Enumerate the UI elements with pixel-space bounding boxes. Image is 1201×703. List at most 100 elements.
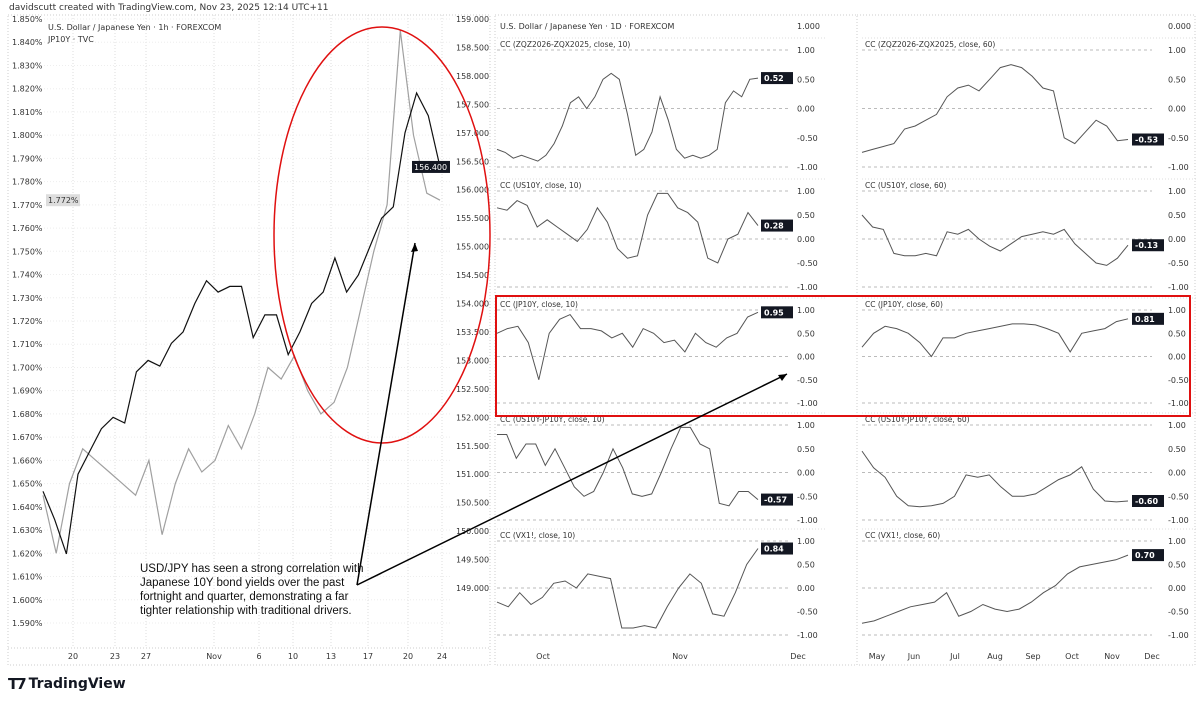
chart-credit: davidscutt created with TradingView.com,…: [9, 3, 329, 13]
last-value-badge: [1132, 549, 1164, 562]
arrow-to-panel: [356, 373, 788, 586]
y-tick-label: 1.00: [797, 46, 815, 55]
x-tick-label: Sep: [1025, 652, 1040, 661]
left-axis-tick: 1.590%: [12, 619, 43, 628]
y-tick-label: -1.00: [1168, 516, 1189, 525]
y-tick-label: 0.00: [1168, 584, 1186, 593]
left-axis-tick: 1.720%: [12, 317, 43, 326]
left-axis-tick: 1.800%: [12, 131, 43, 140]
x-tick-label: 10: [288, 652, 298, 661]
jp10y-last-value: 1.772%: [48, 196, 79, 205]
panel-title: CC (ZQZ2026-ZQX2025, close, 60): [865, 40, 995, 49]
right-axis-tick: 149.000: [456, 584, 489, 593]
y-tick-label: -0.50: [1168, 376, 1189, 385]
correlation-line: [496, 548, 759, 629]
x-tick-label: 23: [110, 652, 120, 661]
x-tick-label: 13: [326, 652, 336, 661]
y-tick-label: -1.00: [1168, 399, 1189, 408]
panel-title: CC (ZQZ2026-ZQX2025, close, 10): [500, 40, 630, 49]
left-pane-border: [7, 14, 491, 666]
left-axis-tick: 1.600%: [12, 596, 43, 605]
right-axis-tick: 149.500: [456, 556, 489, 565]
y-tick-label: -0.50: [797, 608, 818, 617]
panel-title: CC (VX1!, close, 10): [500, 531, 575, 540]
last-value-badge: [1132, 239, 1164, 252]
y-tick-label: -1.00: [797, 283, 818, 292]
last-value: -0.57: [764, 496, 787, 505]
y-tick-label: -1.00: [1168, 283, 1189, 292]
y-tick-label: 0.50: [1168, 211, 1186, 220]
highlight-ellipse: [273, 26, 491, 444]
right-axis-tick: 159.000: [456, 15, 489, 24]
x-tick-label: Dec: [790, 652, 805, 661]
left-axis-tick: 1.740%: [12, 271, 43, 280]
right-axis-tick: 154.500: [456, 271, 489, 280]
x-tick-label: 27: [141, 652, 151, 661]
left-axis-tick: 1.710%: [12, 340, 43, 349]
last-value: 0.52: [764, 74, 784, 83]
y-tick-label: 0.00: [797, 584, 815, 593]
left-axis-tick: 1.680%: [12, 410, 43, 419]
correlation-line: [861, 554, 1129, 624]
right-axis-tick: 153.500: [456, 328, 489, 337]
legend-usdjpy: U.S. Dollar / Japanese Yen · 1h · FOREXC…: [48, 23, 221, 32]
right-axis-tick: 155.500: [456, 214, 489, 223]
y-tick-label: 0.00: [797, 235, 815, 244]
left-axis-tick: 1.690%: [12, 387, 43, 396]
tradingview-logo-icon: T7: [8, 675, 27, 693]
y-tick-label: 1.00: [1168, 306, 1186, 315]
y-tick-label: 0.50: [797, 561, 815, 570]
last-value: -0.60: [1135, 497, 1158, 506]
correlation-line: [861, 450, 1129, 508]
legend-usdjpy-1d: U.S. Dollar / Japanese Yen · 1D · FOREXC…: [500, 22, 675, 31]
y-tick-label: 0.00: [797, 105, 815, 114]
x-tick-label: 17: [363, 652, 373, 661]
x-tick-label: 24: [437, 652, 447, 661]
last-value-badge: [1132, 312, 1164, 325]
panel-title: CC (JP10Y, close, 60): [865, 300, 943, 309]
y-tick-label: 0.00: [1168, 469, 1186, 478]
jp10y-last-badge: [46, 194, 80, 207]
y-tick-label: 0.50: [797, 211, 815, 220]
last-value-badge: [761, 219, 793, 232]
y-tick-label: -0.50: [797, 259, 818, 268]
left-axis-tick: 1.840%: [12, 38, 43, 47]
y-tick-label: -0.50: [797, 134, 818, 143]
y-tick-label: -1.00: [1168, 163, 1189, 172]
right-axis-tick: 152.000: [456, 413, 489, 422]
left-axis-tick: 1.850%: [12, 15, 43, 24]
y-tick-label: 1.00: [797, 421, 815, 430]
right-axis-tick: 158.500: [456, 43, 489, 52]
last-value-badge: [1132, 133, 1164, 146]
last-value: 0.84: [764, 545, 784, 554]
x-tick-label: 6: [256, 652, 261, 661]
usdjpy-last-badge: [412, 160, 450, 173]
right-axis-tick: 150.000: [456, 527, 489, 536]
right-pane-border: [856, 14, 1196, 666]
panel-title: CC (US10Y, close, 60): [865, 181, 947, 190]
last-value: 0.28: [764, 222, 784, 231]
left-axis-tick: 1.790%: [12, 154, 43, 163]
correlation-line: [496, 311, 759, 380]
correlation-line: [496, 72, 759, 162]
y-tick-label: -1.00: [1168, 631, 1189, 640]
left-axis-tick: 1.640%: [12, 503, 43, 512]
y-tick-label: 0.00: [1168, 353, 1186, 362]
last-value: 0.81: [1135, 315, 1155, 324]
left-axis-tick: 1.700%: [12, 363, 43, 372]
top-axis-label: 1.000: [797, 22, 820, 31]
right-axis-tick: 153.000: [456, 356, 489, 365]
y-tick-label: 1.00: [797, 306, 815, 315]
y-tick-label: 0.50: [797, 75, 815, 84]
correlation-line: [861, 318, 1129, 358]
right-axis-tick: 156.500: [456, 157, 489, 166]
right-axis-tick: 150.500: [456, 499, 489, 508]
left-axis-tick: 1.660%: [12, 456, 43, 465]
x-tick-label: Aug: [987, 652, 1003, 661]
last-value: 0.70: [1135, 551, 1155, 560]
x-tick-label: Jul: [949, 652, 960, 661]
y-tick-label: 1.00: [797, 537, 815, 546]
y-tick-label: 1.00: [1168, 537, 1186, 546]
arrowhead-icon: [411, 243, 418, 252]
